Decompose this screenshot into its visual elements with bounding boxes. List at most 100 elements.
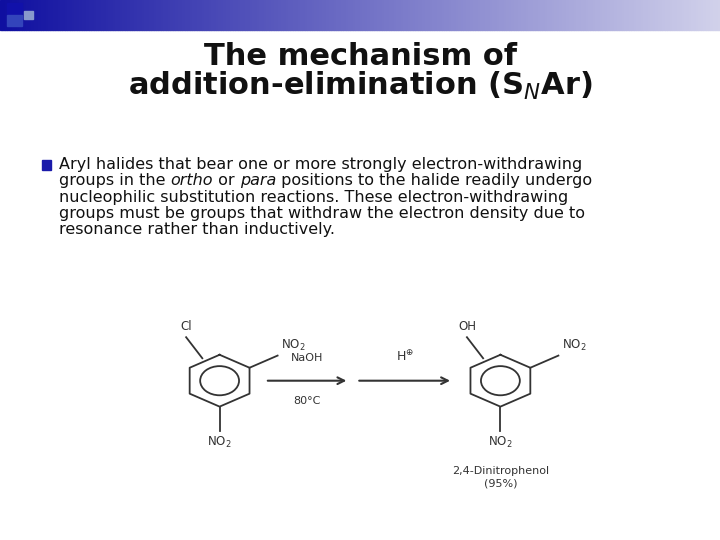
Bar	[547, 0, 549, 30]
Bar	[24, 0, 27, 30]
Bar	[247, 0, 250, 30]
Bar	[641, 0, 643, 30]
Bar	[607, 0, 610, 30]
Bar	[67, 0, 70, 30]
Bar	[626, 0, 629, 30]
Bar	[254, 0, 257, 30]
Bar	[218, 0, 221, 30]
Bar	[55, 0, 58, 30]
Bar	[99, 0, 101, 30]
Bar	[389, 0, 391, 30]
Bar	[199, 0, 202, 30]
Bar	[432, 0, 434, 30]
Bar	[528, 0, 531, 30]
Bar	[444, 0, 446, 30]
Bar	[521, 0, 523, 30]
Bar	[655, 0, 657, 30]
Bar	[312, 0, 315, 30]
Bar	[7, 0, 9, 30]
Bar	[701, 0, 703, 30]
Bar	[293, 0, 295, 30]
Bar	[542, 0, 545, 30]
Bar	[660, 0, 662, 30]
Bar	[259, 0, 261, 30]
Bar	[297, 0, 300, 30]
Bar	[86, 0, 89, 30]
Bar	[401, 0, 403, 30]
Text: addition-elimination (S$_{N}$Ar): addition-elimination (S$_{N}$Ar)	[127, 70, 593, 103]
Text: NO$_2$: NO$_2$	[282, 338, 306, 353]
Bar	[31, 0, 34, 30]
Bar	[250, 0, 252, 30]
Bar	[156, 0, 158, 30]
Bar	[509, 0, 511, 30]
Bar	[636, 0, 639, 30]
Bar	[499, 0, 502, 30]
Bar	[585, 0, 588, 30]
Bar	[639, 0, 641, 30]
Text: NO$_2$: NO$_2$	[562, 338, 587, 353]
Bar	[549, 0, 552, 30]
Bar	[492, 0, 495, 30]
Bar	[480, 0, 482, 30]
Bar	[74, 0, 77, 30]
Bar	[574, 0, 576, 30]
Bar	[672, 0, 675, 30]
Bar	[283, 0, 286, 30]
Bar	[81, 0, 84, 30]
Bar	[9, 0, 12, 30]
Bar	[58, 0, 60, 30]
Bar	[711, 0, 713, 30]
Bar	[468, 0, 470, 30]
Bar	[94, 0, 96, 30]
Bar	[2, 0, 5, 30]
Bar	[48, 0, 50, 30]
Bar	[274, 0, 276, 30]
Bar	[665, 0, 667, 30]
Bar	[84, 0, 86, 30]
Bar	[384, 0, 387, 30]
Bar	[343, 0, 346, 30]
Bar	[643, 0, 646, 30]
Bar	[365, 0, 367, 30]
Bar	[17, 0, 19, 30]
Bar	[360, 0, 362, 30]
Bar	[144, 0, 146, 30]
Bar	[185, 0, 187, 30]
Bar	[12, 0, 14, 30]
Bar	[194, 0, 197, 30]
Bar	[238, 0, 240, 30]
Bar	[257, 0, 259, 30]
Bar	[161, 0, 163, 30]
Bar	[413, 0, 415, 30]
Bar	[187, 0, 189, 30]
Bar	[713, 0, 715, 30]
Bar	[53, 0, 55, 30]
Bar	[243, 0, 245, 30]
Bar	[461, 0, 463, 30]
Text: nucleophilic substitution reactions. These electron-withdrawing: nucleophilic substitution reactions. The…	[59, 190, 568, 205]
Bar	[319, 0, 322, 30]
Text: H$^{\oplus}$: H$^{\oplus}$	[395, 348, 414, 363]
Bar	[91, 0, 94, 30]
Bar	[708, 0, 711, 30]
Bar	[173, 0, 175, 30]
Bar	[391, 0, 394, 30]
Bar	[358, 0, 360, 30]
Bar	[341, 0, 343, 30]
Bar	[684, 0, 686, 30]
Text: (95%): (95%)	[484, 478, 517, 488]
Bar	[531, 0, 533, 30]
Bar	[269, 0, 271, 30]
Bar	[667, 0, 670, 30]
Bar	[290, 0, 293, 30]
Text: ortho: ortho	[171, 173, 213, 188]
Bar	[595, 0, 598, 30]
Bar	[420, 0, 423, 30]
Bar	[504, 0, 506, 30]
Bar	[459, 0, 461, 30]
Bar	[103, 0, 106, 30]
Bar	[317, 0, 319, 30]
Bar	[60, 0, 63, 30]
Bar	[130, 0, 132, 30]
